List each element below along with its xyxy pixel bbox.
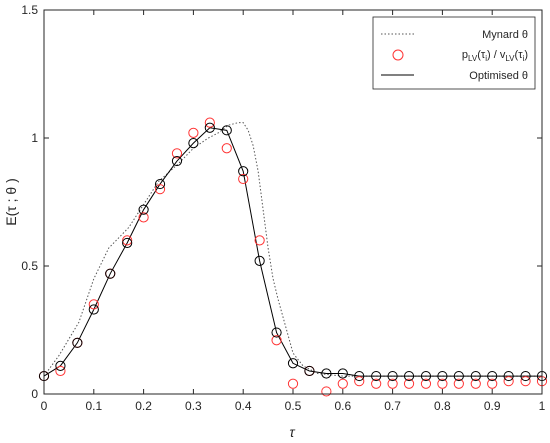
data-point-ratio [437,378,448,389]
data-point-ratio [88,299,99,310]
data-point-optimised [487,370,498,382]
legend-mynard-label: Mynard θ [482,29,528,41]
data-point-ratio [204,117,215,128]
x-tick-label: 0 [41,399,48,413]
data-point-ratio [520,376,531,387]
data-point-optimised [287,358,299,369]
y-axis-label: E(τ ; θ ) [3,178,19,226]
data-point-ratio [188,127,199,138]
data-point-optimised [403,370,415,382]
legend: Mynard θ pLV(τi) / vLV(τi) Optimised θ [372,16,536,90]
data-point-ratio [321,386,332,397]
data-point-optimised [420,370,432,382]
data-point-optimised [387,370,398,382]
data-point-ratio [420,378,432,389]
y-tick-label: 1.5 [21,3,38,17]
x-tick-label: 0.8 [434,399,451,413]
data-point-ratio [503,376,514,387]
data-point-optimised [371,370,382,382]
y-tick-label: 1 [31,131,38,145]
x-tick-label: 1 [539,399,546,413]
data-point-ratio [238,173,249,185]
legend-ratio-label: pLV(τi) / vLV(τi) [462,49,528,63]
data-point-optimised [88,304,99,315]
legend-ratio-swatch [392,49,404,61]
data-point-ratio [171,148,183,159]
data-point-ratio [122,235,133,246]
data-point-ratio [387,378,398,389]
data-point-ratio [154,184,166,195]
series-line-mynard [43,122,542,377]
x-tick-label: 0.5 [285,399,302,413]
data-point-ratio [453,378,464,389]
data-point-ratio [403,378,415,389]
data-point-optimised [321,368,332,379]
y-axis: 0 0.5 1 1.5 [21,3,542,401]
data-point-ratio [254,235,265,246]
data-point-optimised [221,125,232,136]
data-point-optimised [188,138,199,149]
data-point-ratio [55,365,66,377]
data-point-optimised [470,370,481,382]
data-point-optimised [72,337,83,348]
x-axis: 0 0.1 0.2 0.3 0.4 0.5 0.6 0.7 0.8 0.9 1 [41,10,546,413]
x-tick-label: 0.4 [235,399,252,413]
series-layer [38,117,548,397]
data-point-optimised [171,155,183,167]
data-point-ratio [138,212,149,223]
data-point-optimised [437,370,448,382]
data-point-optimised [154,178,166,190]
data-point-optimised [238,166,249,177]
data-point-optimised [271,327,282,338]
data-point-optimised [122,237,133,249]
data-point-ratio [337,378,348,389]
data-point-ratio [354,376,365,387]
data-point-ratio [470,378,481,389]
series-line-optimised [43,127,542,377]
data-point-ratio [221,143,232,154]
data-point-optimised [453,370,464,382]
legend-box [372,16,536,90]
data-point-optimised [105,268,116,279]
data-point-ratio [287,378,299,389]
data-point-optimised [354,370,365,382]
y-tick-label: 0 [31,387,38,401]
legend-optimised-label: Optimised θ [469,70,528,82]
data-point-optimised [503,370,514,382]
x-tick-label: 0.1 [85,399,102,413]
data-point-ratio [271,335,282,346]
data-point-optimised [254,255,265,266]
data-point-optimised [55,360,66,371]
x-tick-label: 0.3 [185,399,202,413]
data-point-optimised [337,368,348,379]
x-tick-label: 0.7 [384,399,401,413]
y-tick-label: 0.5 [21,259,38,273]
data-point-optimised [138,204,149,215]
data-point-optimised [520,370,531,382]
data-point-ratio [487,378,498,389]
x-tick-label: 0.2 [135,399,152,413]
data-point-optimised [304,365,315,377]
x-tick-label: 0.9 [484,399,501,413]
x-tick-label: 0.6 [334,399,351,413]
data-point-optimised [204,122,215,133]
data-point-ratio [371,378,382,389]
x-axis-label: τ [289,424,295,440]
